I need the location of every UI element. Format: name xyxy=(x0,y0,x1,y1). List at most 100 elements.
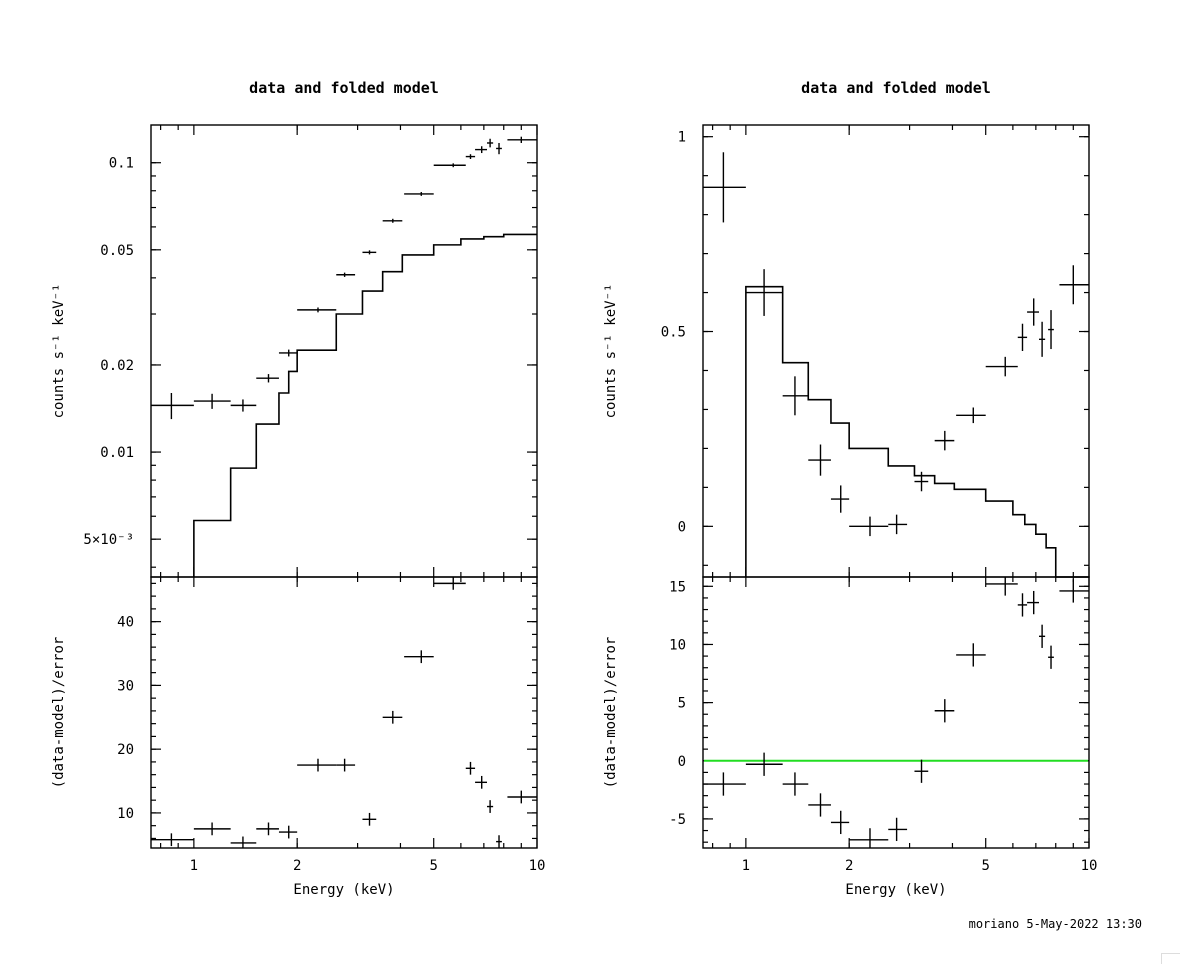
data-point xyxy=(703,772,746,796)
y-tick-label: 0 xyxy=(678,754,686,770)
data-point xyxy=(362,250,377,255)
x-axis-label: Energy (keV) xyxy=(293,882,394,898)
plot-frame xyxy=(150,124,538,578)
y-tick-label: 0 xyxy=(678,519,686,535)
subplot-bottom: 10 20 30 40 (data-model)/error xyxy=(51,576,538,849)
data-point xyxy=(475,775,488,789)
data-point xyxy=(230,836,257,848)
data-point xyxy=(297,307,337,313)
data-point xyxy=(1039,321,1046,357)
data-point xyxy=(433,163,466,168)
data-point xyxy=(1059,265,1089,305)
data-point xyxy=(496,142,502,155)
folded-model-line xyxy=(745,285,1089,578)
y-tick-label: 40 xyxy=(117,615,134,631)
data-point xyxy=(1039,624,1046,648)
data-point xyxy=(496,835,502,848)
chart-title: data and folded model xyxy=(249,79,439,97)
data-point xyxy=(151,833,194,847)
data-point xyxy=(404,192,434,196)
data-point xyxy=(1048,310,1054,350)
data-point xyxy=(362,812,377,826)
data-point xyxy=(914,471,929,492)
folded-model-line xyxy=(193,233,537,577)
x-tick-label: 5 xyxy=(981,858,989,874)
data-point xyxy=(382,710,403,724)
data-point xyxy=(507,790,537,804)
data-point xyxy=(1048,645,1054,669)
x-tick-label: 2 xyxy=(845,858,853,874)
y-axis-label: (data-model)/error xyxy=(51,637,67,789)
timestamp-footer: moriano 5-May-2022 13:30 xyxy=(968,917,1142,931)
data-point xyxy=(230,399,257,412)
data-point xyxy=(782,772,809,796)
data-point xyxy=(888,817,908,842)
data-point xyxy=(1059,579,1089,603)
data-point xyxy=(1027,590,1040,615)
plot-frame xyxy=(150,576,538,849)
data-point xyxy=(934,699,955,723)
chart-panel-1: data and folded model 0.1 0.05 0.02 0.01 5×10… xyxy=(51,79,545,898)
y-tick-label: 0.1 xyxy=(109,156,134,172)
x-axis-label: Energy (keV) xyxy=(845,882,946,898)
data-point xyxy=(336,272,356,277)
data-point xyxy=(985,356,1018,377)
data-point xyxy=(849,516,889,537)
subplot-top: 0.1 0.05 0.02 0.01 5×10⁻³ counts s⁻¹ keV⁻¹ xyxy=(51,124,538,578)
data-point xyxy=(830,485,850,513)
corner-marker xyxy=(1161,953,1180,964)
data-point xyxy=(888,514,908,535)
x-tick-label: 10 xyxy=(1081,858,1098,874)
y-tick-label: 10 xyxy=(669,637,686,653)
data-point xyxy=(193,822,231,836)
data-point xyxy=(849,828,889,848)
data-point xyxy=(256,822,279,836)
data-point xyxy=(808,793,831,817)
x-tick-label: 10 xyxy=(529,858,546,874)
data-point xyxy=(404,650,434,664)
subplot-top: 1 0.5 0 counts s⁻¹ keV⁻¹ xyxy=(603,124,1090,578)
data-point xyxy=(465,154,476,159)
data-point xyxy=(985,577,1018,596)
data-point xyxy=(433,577,466,590)
data-point xyxy=(193,393,231,409)
data-point xyxy=(808,444,831,476)
subplot-bottom: 15 10 5 0 -5 (data-model)/error xyxy=(603,576,1090,849)
chart-panel-2: data and folded model 1 0.5 0 counts s⁻¹ keV… xyxy=(603,79,1097,898)
data-point xyxy=(487,800,494,813)
data-point xyxy=(1027,298,1040,326)
data-point xyxy=(256,374,279,383)
chart-title: data and folded model xyxy=(801,79,991,97)
y-tick-label: 30 xyxy=(117,678,134,694)
data-point xyxy=(382,218,403,223)
data-point xyxy=(703,152,746,223)
data-point xyxy=(336,758,356,772)
data-point xyxy=(745,752,783,776)
data-point xyxy=(297,758,337,772)
data-point xyxy=(914,759,929,783)
y-tick-label: 0.01 xyxy=(100,445,134,461)
y-tick-label: 0.05 xyxy=(100,243,134,259)
data-point xyxy=(830,810,850,835)
data-point xyxy=(278,349,298,357)
data-point xyxy=(1017,593,1028,617)
data-point xyxy=(745,269,783,316)
y-axis-label: counts s⁻¹ keV⁻¹ xyxy=(51,284,67,419)
plot-frame xyxy=(702,124,1090,578)
y-tick-label: 15 xyxy=(669,579,686,595)
y-tick-label: 5 xyxy=(678,696,686,712)
data-point xyxy=(507,136,537,143)
data-point xyxy=(956,643,986,667)
data-point xyxy=(475,146,488,154)
y-tick-label: 0.5 xyxy=(661,325,686,341)
y-tick-label: 10 xyxy=(117,806,134,822)
data-point xyxy=(278,825,298,839)
plot-frame xyxy=(702,576,1090,849)
y-tick-label: 5×10⁻³ xyxy=(83,532,134,548)
x-tick-label: 1 xyxy=(742,858,750,874)
x-tick-label: 2 xyxy=(293,858,301,874)
x-tick-label: 1 xyxy=(190,858,198,874)
y-axis-label: (data-model)/error xyxy=(603,637,619,789)
data-point xyxy=(956,407,986,424)
